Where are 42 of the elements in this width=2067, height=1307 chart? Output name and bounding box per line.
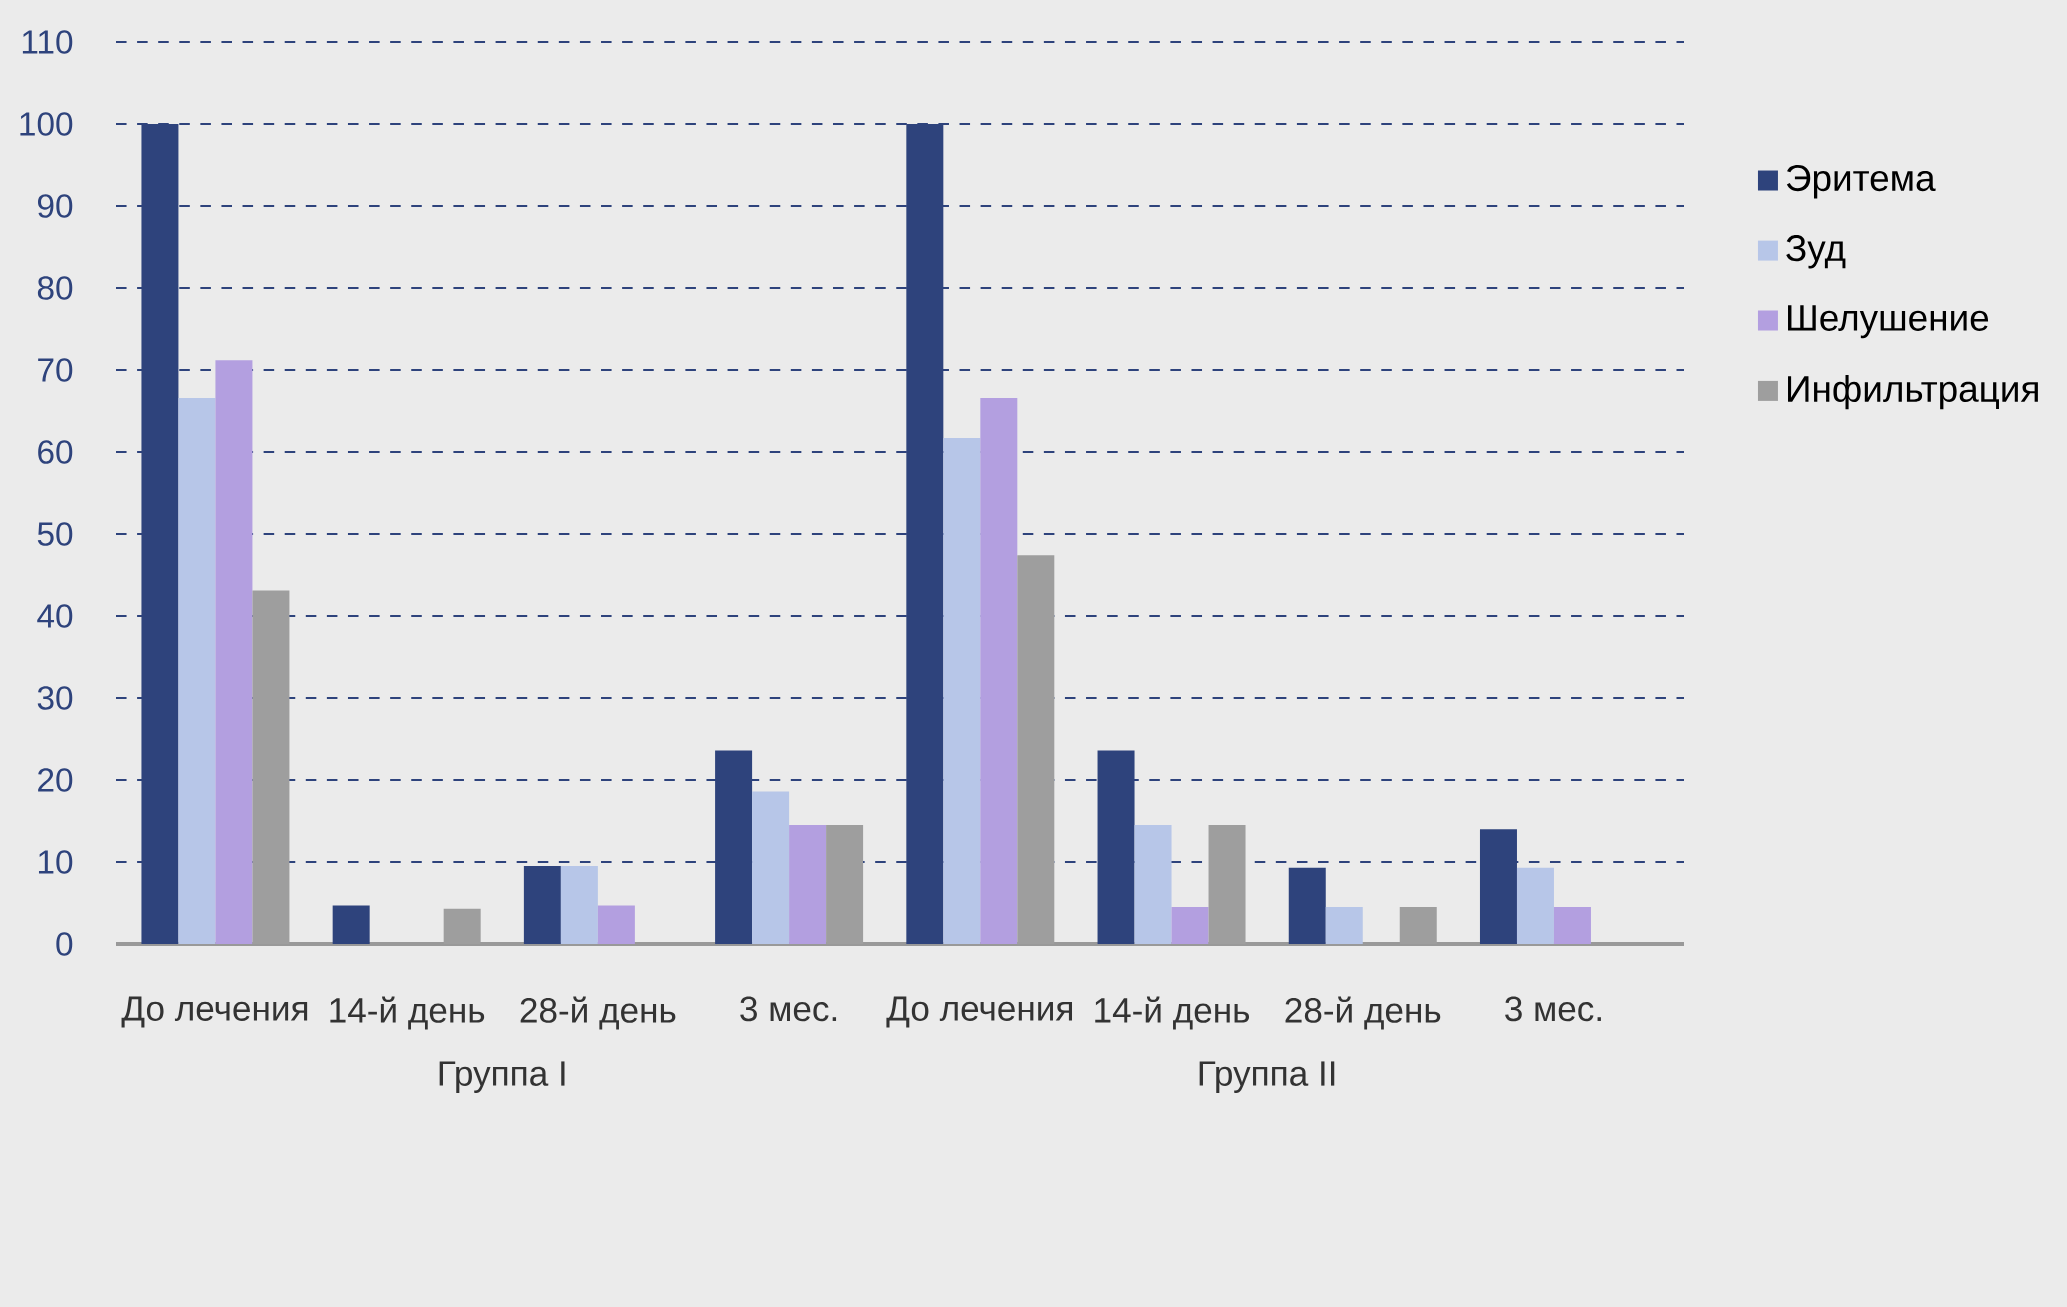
legend-label: Инфильтрация [1788,374,2038,410]
bar [789,825,827,945]
bar [597,905,635,945]
x-tick-label: 28-й день [1285,996,1441,1030]
y-tick-label: 0 [56,932,73,956]
text: Группа I [439,1061,565,1093]
y-tick-label: 90 [38,194,73,218]
y-tick-label: 70 [38,358,73,382]
bar [1171,907,1209,945]
x-tick-label: 3 мес. [1505,996,1601,1022]
legend-label: Эритема [1786,165,1936,199]
bar [1516,867,1554,945]
y-tick-label: 40 [37,604,73,628]
y-tick-label: 110 [22,30,73,54]
x-tick-label: До лечения [121,996,308,1028]
bar [1325,907,1363,945]
bar [560,866,598,945]
bar [178,397,216,945]
bar [1553,907,1591,945]
x-tick-label: 14-й день [1095,996,1250,1030]
bar [523,866,561,945]
bar [332,905,370,945]
text: Группа II [1199,1061,1335,1093]
y-tick-label: 50 [37,522,73,546]
y-tick-label: 30 [37,686,73,710]
legend-label: Зуд [1786,235,1846,269]
bar [943,438,981,945]
bar [980,397,1018,945]
bar [1134,825,1172,945]
legend-label: Шелушение [1788,305,1989,339]
bar [752,791,790,945]
x-tick-label: До лечения [886,996,1073,1028]
x-tick-label: 14-й день [330,996,485,1030]
y-tick-label: 20 [38,768,73,792]
y-tick-label: 100 [20,112,73,136]
x-tick-label: 3 мес. [740,996,837,1022]
bar [215,360,253,945]
x-tick-label: 28-й день [520,996,676,1030]
y-tick-label: 80 [37,276,73,300]
bar [1288,867,1326,945]
y-tick-label: 60 [38,440,73,464]
y-tick-label: 10 [38,850,73,874]
